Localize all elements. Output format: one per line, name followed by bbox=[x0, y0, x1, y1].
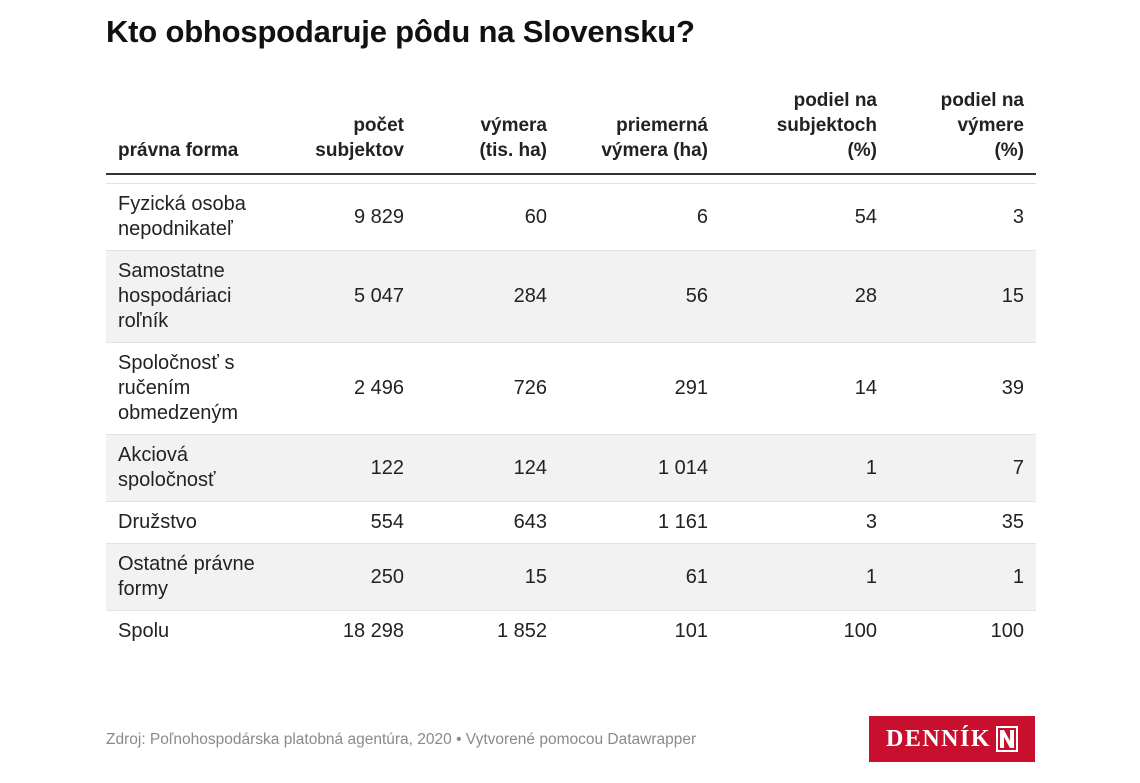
table-cell: 3 bbox=[1012, 205, 1024, 228]
table-cell: 1 bbox=[889, 543, 1036, 611]
table-cell: 3 bbox=[865, 511, 877, 533]
dennik-n-logo[interactable]: DENNÍK bbox=[869, 716, 1035, 762]
data-table: právna forma počet subjektov výmera (tis… bbox=[106, 88, 1036, 652]
table-cell: 554 bbox=[370, 511, 404, 533]
table-row: Ostatné právne formy 250 15 61 1 1 bbox=[106, 543, 1036, 611]
row-label: Družstvo bbox=[118, 511, 197, 533]
column-header: právna forma bbox=[118, 140, 239, 161]
column-header-text: priemerná výmera (ha) bbox=[601, 115, 708, 161]
row-label: Spoločnosť s ručením obmedzeným bbox=[118, 352, 239, 424]
column-header: priemerná výmera (ha) bbox=[559, 88, 720, 174]
row-label: Ostatné právne formy bbox=[106, 543, 286, 611]
table-cell: 250 bbox=[286, 543, 416, 611]
table-row: Spolu 18 298 1 852 101 100 100 bbox=[106, 610, 1036, 653]
table-cell: 5 047 bbox=[286, 250, 416, 343]
table-cell: 1 bbox=[720, 543, 889, 611]
table-cell: 1 161 bbox=[657, 511, 708, 533]
table-cell: 18 298 bbox=[342, 620, 404, 642]
table-cell: 291 bbox=[674, 377, 708, 399]
table-row: Samostatne hospodáriaci roľník 5 047 284 56… bbox=[106, 250, 1036, 343]
table-cell: 284 bbox=[416, 250, 559, 343]
column-header: výmera (tis. ha) bbox=[416, 88, 559, 174]
logo-text: DENNÍK bbox=[885, 725, 991, 752]
table-cell: 124 bbox=[416, 434, 559, 502]
row-label: Akciová spoločnosť bbox=[106, 434, 286, 502]
table-cell: 100 bbox=[843, 620, 877, 642]
chart-title: Kto obhospodaruje pôdu na Slovensku? bbox=[106, 14, 695, 49]
source-note: Zdroj: Poľnohospodárska platobná agentúr… bbox=[106, 731, 697, 748]
table-cell: 1 014 bbox=[559, 434, 720, 502]
table-cell: 15 bbox=[416, 543, 559, 611]
table-cell: 39 bbox=[1001, 377, 1024, 399]
column-header-text: výmera (tis. ha) bbox=[479, 115, 547, 161]
table-cell: 726 bbox=[513, 377, 547, 399]
table-cell: 101 bbox=[674, 620, 708, 642]
column-header: podiel na subjektoch (%) bbox=[720, 88, 889, 174]
table-body: Fyzická osoba nepodnikateľ 9 829 60 6 54 3 Sam… bbox=[106, 174, 1036, 652]
table-cell: 2 496 bbox=[353, 377, 404, 399]
table-cell: 35 bbox=[1001, 511, 1024, 533]
table-cell: 15 bbox=[889, 250, 1036, 343]
table-cell: 9 829 bbox=[353, 205, 404, 228]
table-cell: 122 bbox=[286, 434, 416, 502]
table-row: Družstvo 554 643 1 161 3 35 bbox=[106, 501, 1036, 544]
table-header-row: právna forma počet subjektov výmera (tis… bbox=[106, 88, 1036, 174]
table-spacer-row bbox=[106, 174, 1036, 184]
row-label: Samostatne hospodáriaci roľník bbox=[106, 250, 286, 343]
table-cell: 56 bbox=[559, 250, 720, 343]
table-row: Fyzická osoba nepodnikateľ 9 829 60 6 54 3 bbox=[106, 183, 1036, 251]
table-cell: 60 bbox=[524, 205, 547, 228]
table-cell: 100 bbox=[990, 620, 1024, 642]
row-label: Spolu bbox=[118, 620, 170, 642]
column-header-text: podiel na subjektoch (%) bbox=[776, 90, 877, 161]
column-header: počet subjektov bbox=[286, 88, 416, 174]
column-header-text: podiel na výmere (%) bbox=[940, 90, 1024, 161]
table-row: Akciová spoločnosť 122 124 1 014 1 7 bbox=[106, 434, 1036, 502]
table-cell: 1 852 bbox=[496, 620, 547, 642]
row-label: Fyzická osoba nepodnikateľ bbox=[118, 193, 246, 240]
table-cell: 61 bbox=[559, 543, 720, 611]
table-cell: 1 bbox=[720, 434, 889, 502]
table-cell: 643 bbox=[513, 511, 547, 533]
table-cell: 28 bbox=[720, 250, 889, 343]
table-cell: 14 bbox=[854, 377, 877, 399]
table-row: Spoločnosť s ručením obmedzeným 2 496 726 2… bbox=[106, 342, 1036, 435]
column-header-text: počet subjektov bbox=[315, 115, 404, 161]
table-cell: 6 bbox=[696, 205, 708, 228]
n-mark-icon bbox=[996, 726, 1018, 752]
column-header: podiel na výmere (%) bbox=[889, 88, 1036, 174]
table-cell: 54 bbox=[854, 205, 877, 228]
table-cell: 7 bbox=[889, 434, 1036, 502]
